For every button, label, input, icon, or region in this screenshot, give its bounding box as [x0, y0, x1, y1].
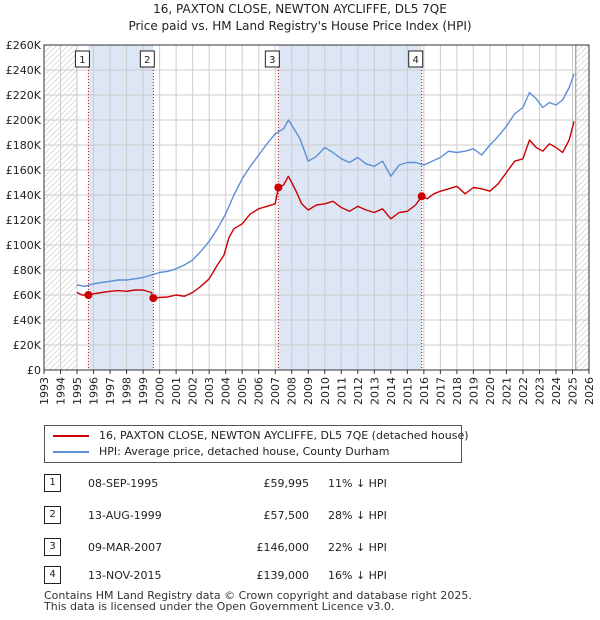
sale-date: 08-SEP-1995: [88, 477, 159, 490]
x-tick-label: 1997: [104, 377, 117, 405]
y-tick-label: £200K: [6, 114, 42, 127]
hpi-line: [76, 73, 575, 287]
x-tick-label: 2007: [269, 377, 282, 405]
x-tick-label: 2018: [451, 377, 464, 405]
x-tick-label: 1993: [38, 377, 51, 405]
table-row: 1 08-SEP-1995 £59,995 11% ↓ HPI: [44, 474, 404, 492]
x-tick-label: 2024: [550, 377, 563, 405]
x-tick-label: 2012: [352, 377, 365, 405]
sale-number-badge: 2: [44, 506, 61, 524]
x-tick-label: 2009: [302, 377, 315, 405]
x-tick-label: 2010: [319, 377, 332, 405]
legend-label-price: 16, PAXTON CLOSE, NEWTON AYCLIFFE, DL5 7…: [99, 429, 469, 442]
y-tick-label: £20K: [13, 339, 42, 352]
table-row: 2 13-AUG-1999 £57,500 28% ↓ HPI: [44, 506, 404, 524]
sale-hpi-diff: 22% ↓ HPI: [328, 541, 387, 554]
sale-number-badge: 3: [44, 538, 61, 556]
y-tick-label: £120K: [6, 214, 42, 227]
sale-hpi-diff: 16% ↓ HPI: [328, 569, 387, 582]
footer: Contains HM Land Registry data © Crown c…: [44, 590, 472, 612]
x-tick-label: 2002: [187, 377, 200, 405]
plot-frame: [43, 44, 590, 371]
x-tick-label: 2017: [434, 377, 447, 405]
legend: 16, PAXTON CLOSE, NEWTON AYCLIFFE, DL5 7…: [44, 425, 469, 463]
x-tick-label: 2020: [484, 377, 497, 405]
y-tick-label: £160K: [6, 164, 42, 177]
hatched-region: [575, 45, 589, 370]
x-tick-label: 2025: [566, 377, 579, 405]
y-tick-label: £260K: [6, 39, 42, 52]
x-tick-label: 2003: [203, 377, 216, 405]
x-tick-label: 2013: [368, 377, 381, 405]
legend-item-price: 16, PAXTON CLOSE, NEWTON AYCLIFFE, DL5 7…: [53, 428, 469, 444]
legend-label-hpi: HPI: Average price, detached house, Coun…: [99, 445, 390, 458]
sale-price: £146,000: [256, 541, 310, 554]
sale-label-box: [408, 50, 424, 68]
sale-point: [417, 192, 426, 201]
chart-title: 16, PAXTON CLOSE, NEWTON AYCLIFFE, DL5 7…: [153, 2, 447, 16]
y-tick-label: £40K: [13, 314, 42, 327]
x-tick-label: 2026: [583, 377, 596, 405]
price-chart: 16, PAXTON CLOSE, NEWTON AYCLIFFE, DL5 7…: [6, 2, 596, 405]
y-tick-label: £0: [27, 364, 41, 377]
x-tick-label: 1994: [55, 377, 68, 405]
x-tick-label: 1996: [88, 377, 101, 405]
y-tick-label: £100K: [6, 239, 42, 252]
y-tick-label: £220K: [6, 89, 42, 102]
x-tick-label: 1999: [137, 377, 150, 405]
sale-price: £139,000: [256, 569, 310, 582]
sale-label: 4: [413, 55, 419, 66]
legend-swatch-hpi: [53, 451, 89, 453]
y-tick-label: £240K: [6, 64, 42, 77]
y-tick-label: £60K: [13, 289, 42, 302]
shaded-span: [278, 45, 422, 370]
x-tick-label: 2022: [517, 377, 530, 405]
y-tick-label: £80K: [13, 264, 42, 277]
x-tick-label: 1995: [71, 377, 84, 405]
sale-label: 1: [79, 55, 85, 66]
x-tick-label: 2008: [286, 377, 299, 405]
sale-date: 13-AUG-1999: [88, 509, 162, 522]
legend-swatch-price: [53, 435, 89, 437]
sale-label-box: [139, 50, 155, 68]
sale-label: 3: [269, 55, 275, 66]
x-tick-label: 2015: [401, 377, 414, 405]
table-row: 4 13-NOV-2015 £139,000 16% ↓ HPI: [44, 566, 404, 584]
footer-copyright: Contains HM Land Registry data © Crown c…: [44, 589, 472, 602]
x-tick-label: 2001: [170, 377, 183, 405]
sale-date: 09-MAR-2007: [88, 541, 163, 554]
sale-price: £59,995: [263, 477, 310, 490]
shaded-span: [88, 45, 154, 370]
x-tick-label: 2011: [335, 377, 348, 405]
sale-label-box: [74, 50, 90, 68]
x-tick-label: 2006: [253, 377, 266, 405]
sale-point: [274, 183, 283, 192]
x-tick-label: 2000: [154, 377, 167, 405]
table-row: 3 09-MAR-2007 £146,000 22% ↓ HPI: [44, 538, 404, 556]
legend-item-hpi: HPI: Average price, detached house, Coun…: [53, 444, 390, 460]
x-tick-label: 2019: [467, 377, 480, 405]
sale-number-badge: 4: [44, 566, 61, 584]
x-tick-label: 2021: [500, 377, 513, 405]
sale-price: £57,500: [263, 509, 310, 522]
footer-licence: This data is licensed under the Open Gov…: [44, 600, 395, 613]
sale-label: 2: [144, 55, 150, 66]
sale-point: [84, 291, 93, 300]
sale-date: 13-NOV-2015: [88, 569, 162, 582]
sale-label-box: [264, 50, 280, 68]
x-tick-label: 2016: [418, 377, 431, 405]
x-tick-label: 2005: [236, 377, 249, 405]
sale-hpi-diff: 28% ↓ HPI: [328, 509, 387, 522]
x-tick-label: 2004: [220, 377, 233, 405]
y-tick-label: £180K: [6, 139, 42, 152]
sale-hpi-diff: 11% ↓ HPI: [328, 477, 387, 490]
x-tick-label: 2014: [385, 377, 398, 405]
sale-point: [149, 294, 158, 303]
x-tick-label: 2023: [533, 377, 546, 405]
sale-number-badge: 1: [44, 474, 61, 492]
x-tick-label: 1998: [121, 377, 134, 405]
chart-subtitle: Price paid vs. HM Land Registry's House …: [128, 19, 471, 33]
y-tick-label: £140K: [6, 189, 42, 202]
